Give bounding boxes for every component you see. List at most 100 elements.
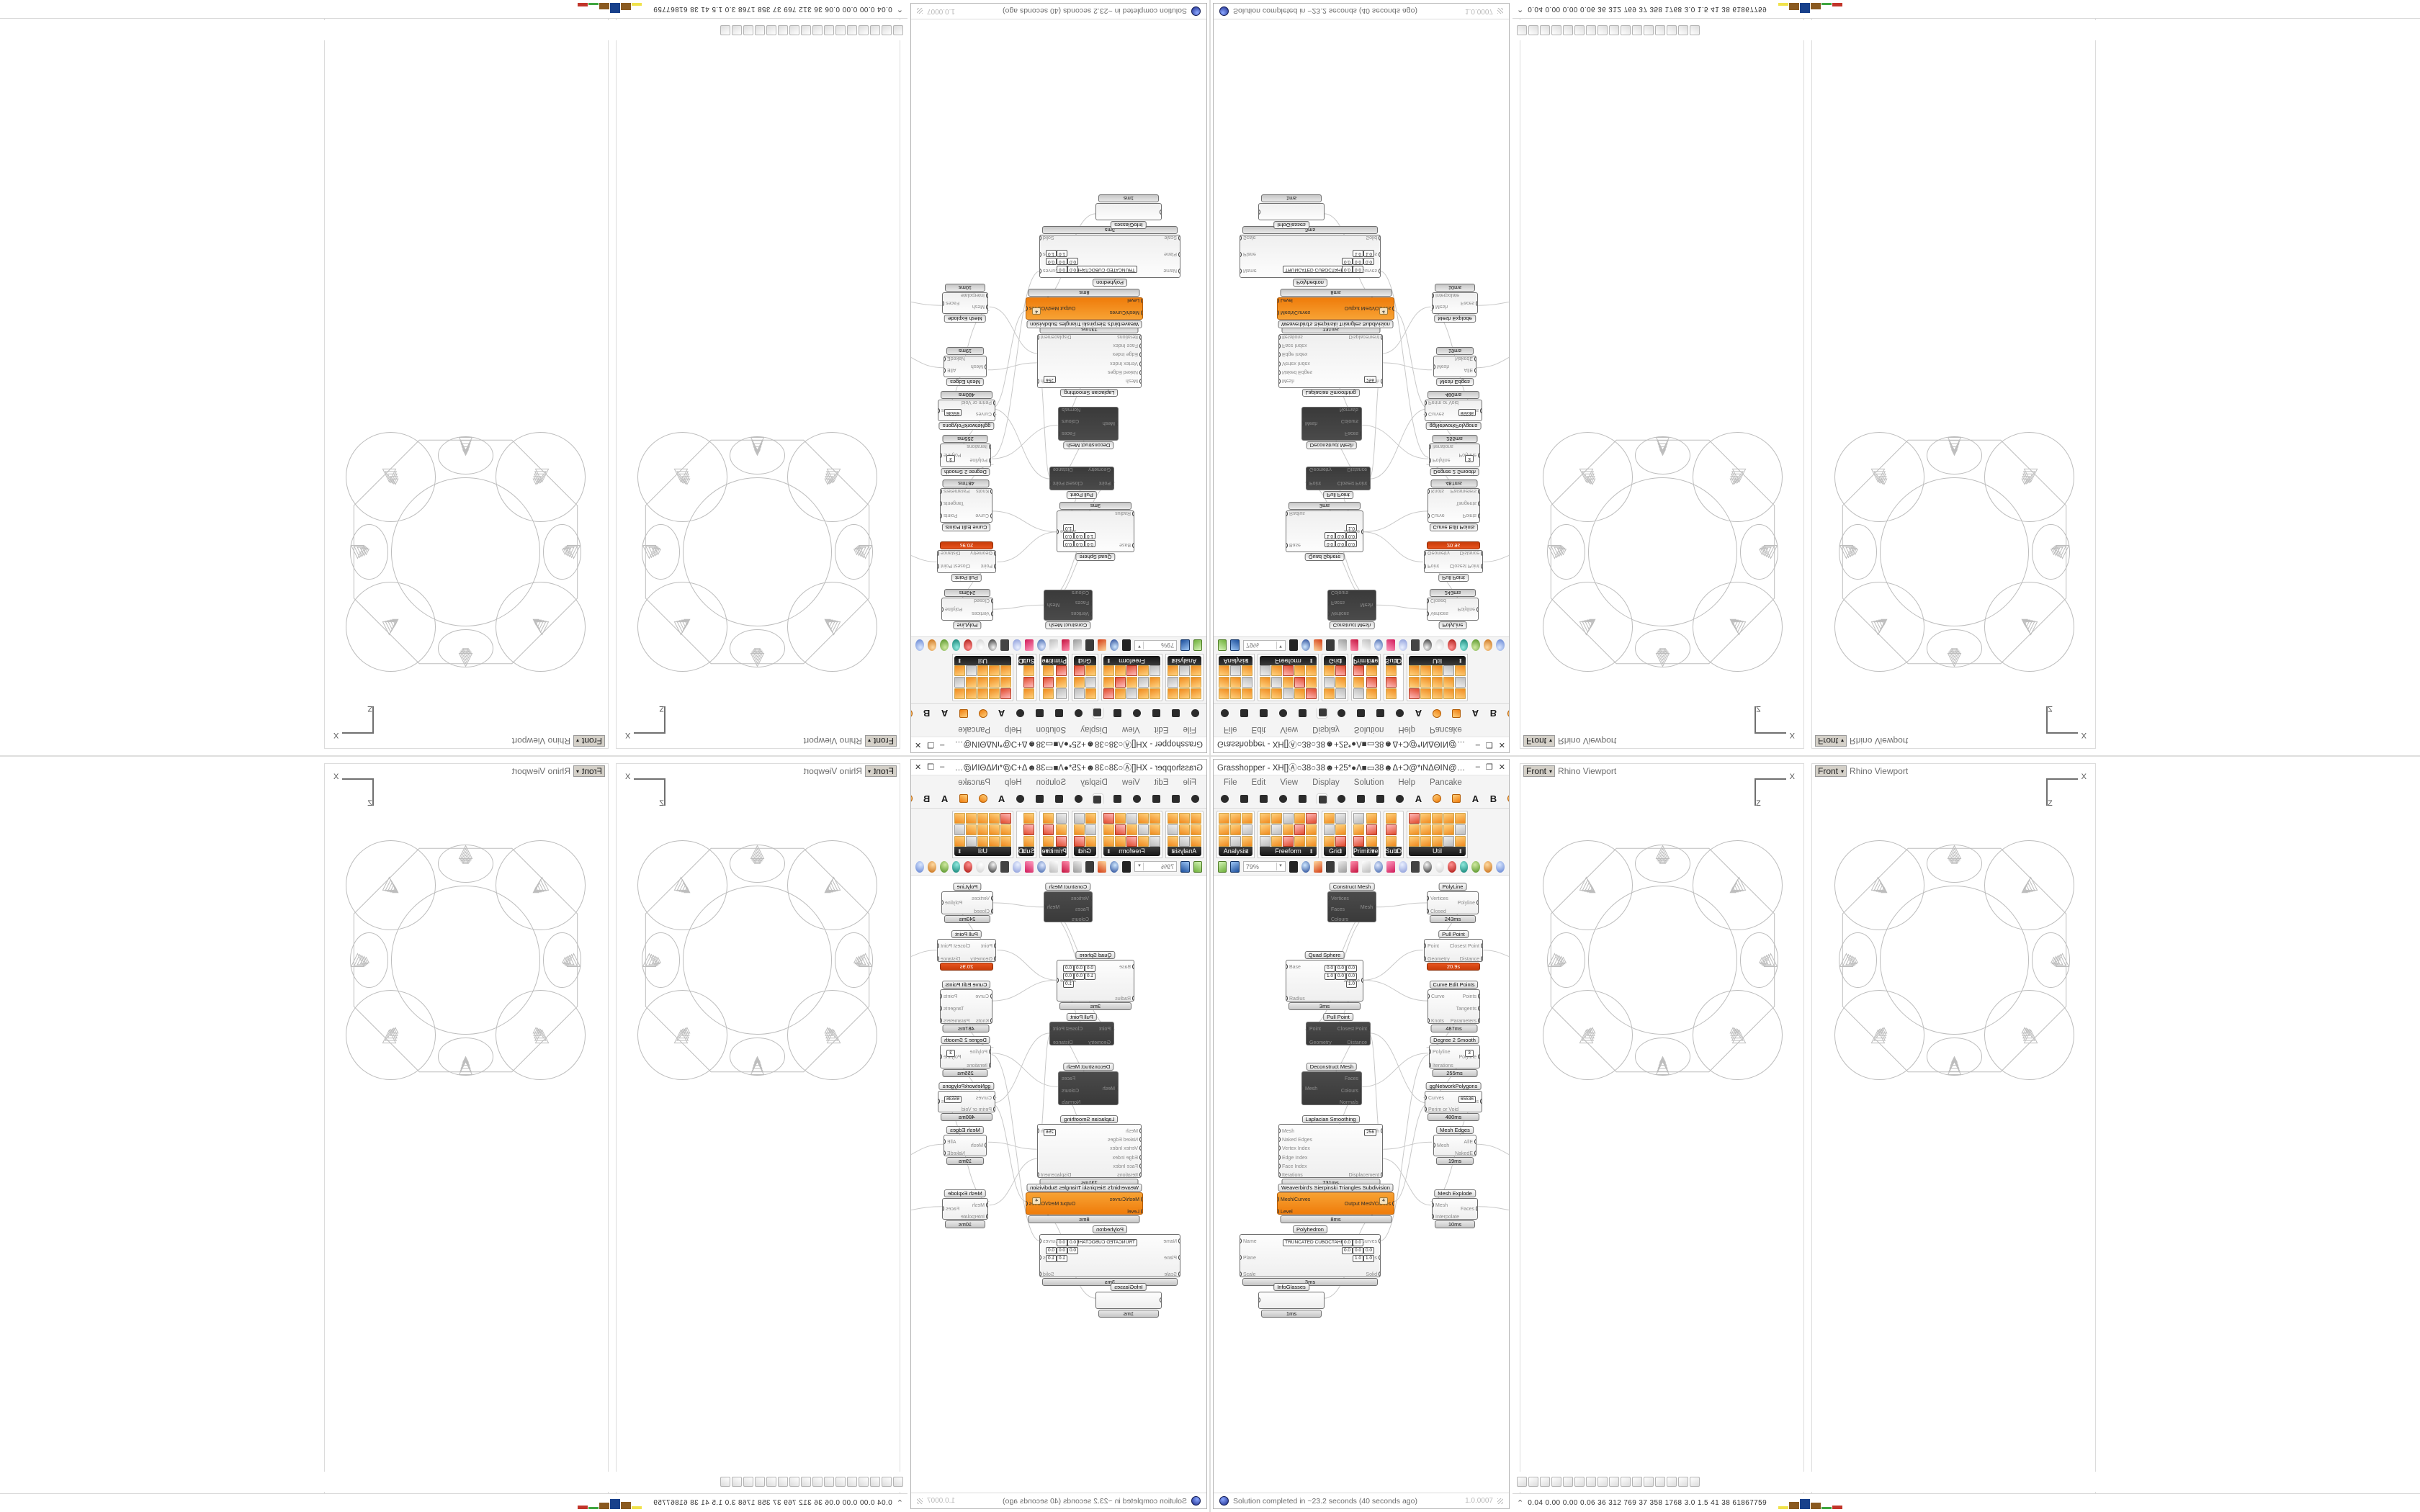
input-port-nub[interactable] (1425, 400, 1427, 405)
ribbon-tab-subd[interactable]: SubD ⬍ (1018, 656, 1035, 665)
output-port-nub[interactable] (1026, 306, 1028, 312)
output-port-nub[interactable] (1481, 564, 1483, 569)
component-body[interactable]: Mesh Naked Edges Vertex Index Edge Index Fac… (1037, 1124, 1142, 1178)
category-icon-2[interactable] (1451, 708, 1462, 719)
output-port-nub[interactable] (942, 301, 944, 306)
preview-eye-icon[interactable] (1301, 639, 1310, 652)
parameter-value[interactable]: 0.0 (1363, 1247, 1374, 1254)
component-icon[interactable] (1420, 813, 1432, 824)
component-icon[interactable] (1366, 824, 1377, 835)
new-document-icon[interactable] (1193, 639, 1202, 652)
input-port-nub[interactable] (1307, 1040, 1308, 1045)
input-port-nub[interactable] (990, 994, 992, 999)
component-icon[interactable] (1366, 688, 1377, 699)
preview-green-icon[interactable] (1471, 639, 1481, 652)
component-body[interactable]: Mesh/Curves Level Output Mesh/Curves 4 (1277, 297, 1394, 320)
lightbulb-icon[interactable] (1399, 639, 1407, 652)
component-icon[interactable] (1126, 824, 1137, 835)
ribbon-icon-grid[interactable] (1324, 813, 1346, 847)
maths-icon[interactable] (1239, 793, 1250, 804)
input-port-nub[interactable] (1425, 1107, 1427, 1112)
parameter-value[interactable]: 256 (1364, 376, 1376, 383)
component-body[interactable] (1258, 1292, 1325, 1309)
output-port-nub[interactable] (1058, 1099, 1060, 1104)
component-icon[interactable] (1353, 836, 1364, 847)
parameter-value[interactable]: 0.0 (1046, 258, 1057, 265)
ribbon-icon-grid[interactable] (1103, 665, 1160, 699)
component-icon[interactable] (1023, 836, 1035, 847)
gh-component[interactable]: Pull Point Point Geometry Closest Point Dist… (937, 541, 996, 582)
parameter-value[interactable]: 0.0 (1335, 965, 1346, 972)
curve-icon[interactable] (1112, 708, 1123, 719)
gh-component[interactable]: PolyhedronNamePlaneScaleCurvesMeshesSoli… (1039, 1225, 1180, 1286)
input-port-nub[interactable] (991, 598, 993, 603)
grasshopper-ribbon[interactable]: Analysis ⬍ Freeform ⬍ Grid ⬍ Primitive ⬍ SubD ⬍ Ut… (911, 809, 1206, 858)
input-port-nub[interactable] (1302, 1085, 1304, 1091)
intersect-icon[interactable] (1355, 793, 1366, 804)
rhino-bottom-toolbar[interactable] (1512, 1472, 2420, 1492)
menu-item-display[interactable]: Display (1312, 778, 1340, 787)
parameter-value[interactable]: 65536 (944, 409, 962, 416)
output-port-nub[interactable] (1037, 1128, 1039, 1133)
output-port-nub[interactable] (1049, 1040, 1052, 1045)
category-icon-1[interactable] (1432, 708, 1443, 719)
component-icon[interactable] (1353, 677, 1364, 688)
input-port-nub[interactable] (986, 305, 988, 310)
parameter-value[interactable]: 1.0 (1057, 250, 1068, 257)
component-icon[interactable] (1219, 813, 1229, 824)
component-icon[interactable] (1150, 824, 1160, 835)
input-port-nub[interactable] (1425, 956, 1426, 961)
minimize-button[interactable]: – (940, 741, 945, 750)
parameter-value[interactable]: 3 (1465, 455, 1474, 462)
ribbon-tab-subd[interactable]: SubD ⬍ (1385, 656, 1402, 665)
output-port-nub[interactable] (1474, 356, 1476, 361)
curve-icon[interactable] (1112, 793, 1123, 804)
component-icon[interactable] (1294, 813, 1305, 824)
output-port-nub[interactable] (1476, 301, 1478, 306)
preview-orange-icon[interactable] (927, 639, 936, 652)
component-body[interactable]: Vertices Closed Polyline (941, 891, 993, 914)
chevron-down-icon[interactable]: ▾ (1276, 863, 1284, 870)
input-port-nub[interactable] (1279, 1172, 1281, 1177)
gh-component[interactable]: PolyhedronNamePlaneScaleCurvesMeshesSoli… (1240, 1225, 1381, 1286)
input-port-nub[interactable] (1428, 896, 1429, 901)
ribbon-tab-freeform[interactable]: Freeform ⬍ (1103, 847, 1160, 856)
component-icon[interactable] (1443, 688, 1455, 699)
category-icon-2[interactable] (1451, 793, 1462, 804)
category-icon-5[interactable] (911, 708, 913, 719)
input-port-nub[interactable] (1278, 369, 1281, 375)
ribbon-icon-grid[interactable] (1409, 813, 1466, 847)
parameter-value[interactable]: 0.0 (1057, 1239, 1068, 1246)
component-icon[interactable] (1023, 677, 1035, 688)
parameter-value[interactable]: 1.0 (1352, 1255, 1363, 1262)
component-icon[interactable] (1455, 813, 1466, 824)
component-icon[interactable] (1283, 688, 1294, 699)
parameter-value[interactable]: 0.0 (1341, 258, 1353, 265)
component-icon[interactable] (1168, 688, 1178, 699)
ribbon-icon-grid[interactable] (1168, 665, 1201, 699)
viewport-view-combo-b[interactable]: Front ▾ (573, 765, 605, 777)
grasshopper-titlebar[interactable]: Grasshopper - XH[]Ⓐ○38○38☻+25*●Λ■▭38☻Δ+Ɔ… (1214, 760, 1509, 775)
component-icon[interactable] (1230, 688, 1241, 699)
component-icon[interactable] (1126, 677, 1137, 688)
component-icon[interactable] (1074, 824, 1085, 835)
category-icon-4[interactable]: B (923, 793, 931, 804)
output-port-nub[interactable] (1478, 513, 1480, 518)
output-port-nub[interactable] (1474, 1151, 1476, 1156)
input-port-nub[interactable] (1178, 1255, 1180, 1260)
gh-component[interactable]: Pull Point Point Geometry Closest Point Dist… (1306, 467, 1371, 499)
component-body[interactable]: Mesh Naked Edges Vertex Index Edge Index Fac… (1278, 334, 1383, 388)
preview-orange-icon[interactable] (1484, 860, 1493, 873)
gh-component[interactable]: PolyhedronNamePlaneScaleCurvesMeshesSoli… (1039, 226, 1180, 287)
cluster-icon[interactable] (1000, 639, 1010, 652)
viewport-view-combo-a[interactable]: Front ▾ (864, 735, 897, 747)
save-document-icon[interactable] (1230, 860, 1240, 873)
component-icon[interactable] (1023, 824, 1035, 835)
chevron-up-icon[interactable]: ⌃ (896, 4, 903, 13)
component-icon[interactable] (1443, 665, 1455, 676)
parameter-value[interactable]: 0.0 (1067, 1247, 1079, 1254)
new-document-icon[interactable] (1193, 860, 1202, 873)
gh-component[interactable]: Pull Point Point Geometry Closest Point Dist… (1424, 541, 1483, 582)
component-icon[interactable] (1353, 813, 1364, 824)
